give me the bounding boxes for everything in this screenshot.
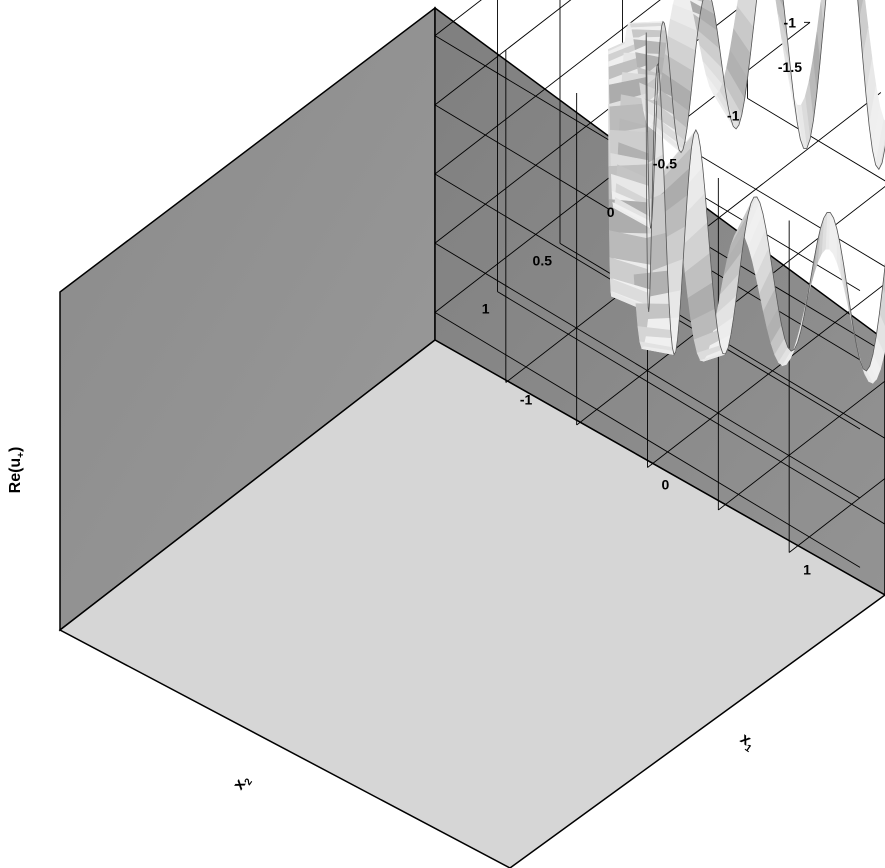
x-axis-label: x1 (735, 730, 759, 755)
floor-gridline (747, 97, 885, 182)
y-tick-label: -0.5 (653, 156, 677, 172)
svg-text:x2: x2 (230, 771, 255, 795)
z-tick-label: -1 (784, 14, 797, 30)
surface-ring (607, 0, 885, 384)
x-tick-label: 1 (803, 562, 811, 578)
z-axis-label: Re(u+) (7, 447, 27, 494)
surface-edge-inner (645, 0, 885, 372)
y-tick-label: -1 (727, 107, 740, 123)
x-tick-label: -1 (520, 392, 533, 408)
y-tick-label: 1 (482, 301, 490, 317)
y-axis-label: x2 (230, 771, 255, 795)
y-tick-label: 0.5 (533, 252, 553, 268)
svg-text:Re(u+): Re(u+) (7, 447, 27, 494)
tick-labels: 10.50-0.5-1-1.5-1-0.500.51-101 (482, 14, 811, 578)
x-tick-label: 0 (662, 477, 670, 493)
floor-gridline (497, 291, 885, 525)
floor-gridline (684, 146, 885, 268)
floor (58, 339, 885, 868)
svg-text:x1: x1 (735, 730, 759, 755)
surface-patch (829, 211, 834, 255)
y-tick-label: -1.5 (778, 59, 802, 75)
y-tick-label: 0 (607, 204, 615, 220)
